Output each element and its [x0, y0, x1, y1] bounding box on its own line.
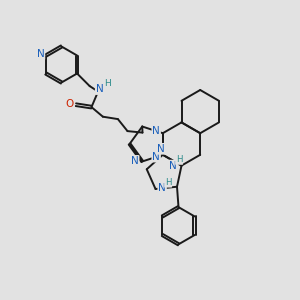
Text: N: N: [131, 156, 139, 166]
Text: H: H: [176, 155, 182, 164]
Text: O: O: [66, 99, 74, 109]
Text: N: N: [158, 183, 166, 194]
Text: N: N: [152, 152, 160, 162]
Text: H: H: [104, 79, 111, 88]
Text: H: H: [165, 178, 171, 187]
Text: N: N: [96, 84, 104, 94]
Text: N: N: [169, 160, 177, 171]
Text: N: N: [152, 126, 160, 136]
Text: N: N: [37, 49, 44, 59]
Text: N: N: [158, 144, 165, 154]
